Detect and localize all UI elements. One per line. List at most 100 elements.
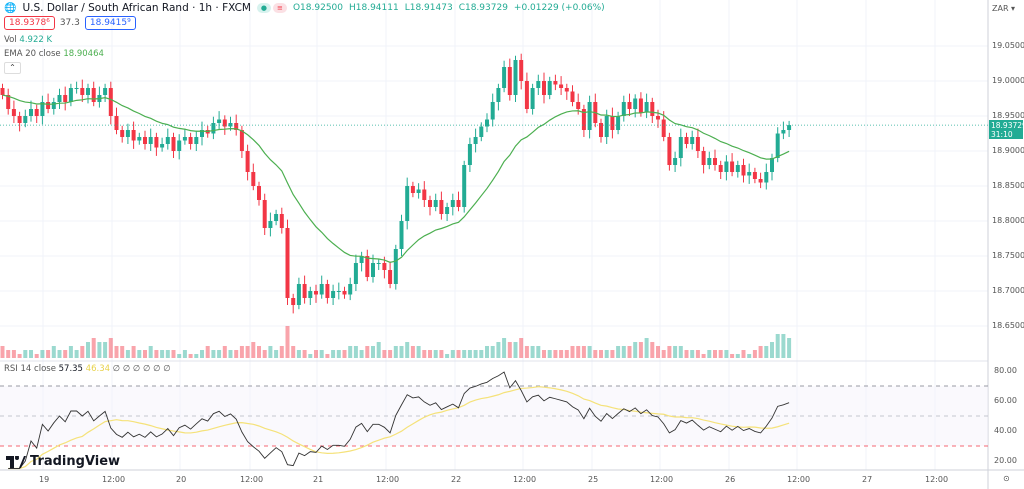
volume-bar [80, 346, 85, 358]
volume-bar [405, 342, 410, 358]
candle-body [194, 137, 199, 144]
market-status-icon[interactable]: ● [256, 3, 271, 13]
ema-label[interactable]: EMA 20 close [4, 49, 61, 59]
candle-body [86, 88, 90, 95]
candle-body [787, 125, 792, 130]
candle-body [314, 291, 318, 295]
sell-button[interactable]: 18.9378⁶ [4, 16, 55, 30]
candle-body [576, 102, 581, 109]
volume-bar [524, 346, 529, 358]
candle-body [542, 81, 546, 95]
volume-bar [553, 350, 558, 358]
volume-bar [143, 350, 147, 358]
candle-body [587, 102, 592, 130]
volume-bar [678, 346, 683, 358]
candle-body [467, 144, 472, 165]
candle-body [581, 109, 586, 130]
volume-bar [485, 346, 489, 358]
candle-body [211, 123, 216, 134]
volume-bar [428, 350, 432, 358]
tradingview-logo[interactable]: TradingView [6, 454, 120, 469]
volume-bar [29, 350, 33, 358]
candle-body [547, 81, 552, 95]
candle-body [29, 109, 33, 116]
rsi-label[interactable]: RSI 14 close [4, 364, 56, 374]
volume-bar [519, 338, 524, 358]
settings-icon[interactable]: ⊙ [1003, 474, 1010, 483]
candle-body [257, 186, 261, 200]
candle-body [114, 116, 119, 130]
candle-body [274, 214, 279, 221]
candle-body [148, 137, 153, 144]
volume-bar [775, 334, 780, 358]
collapse-legend-button[interactable]: ⌃ [4, 62, 21, 74]
volume-bar [684, 350, 689, 358]
candle-body [707, 158, 712, 165]
candle-body [695, 137, 700, 151]
candle-body [302, 284, 307, 298]
volume-bar [593, 350, 598, 358]
ema-value: 18.90464 [63, 49, 104, 59]
volume-bar [388, 350, 393, 358]
volume-bar [410, 346, 415, 358]
time-tick: 19 [39, 475, 50, 484]
vol-value: 4.922 K [19, 35, 53, 45]
candle-body [627, 102, 632, 109]
candle-body [530, 88, 535, 109]
volume-bar [513, 342, 518, 358]
buy-button[interactable]: 18.9415⁹ [84, 16, 136, 30]
candle-body [599, 123, 603, 137]
candle-body [80, 88, 85, 95]
volume-bar [570, 346, 575, 358]
volume-bar [479, 350, 484, 358]
candle-body [239, 130, 244, 151]
candle-body [718, 165, 723, 172]
candle-body [262, 200, 267, 228]
volume-bar [638, 342, 643, 358]
time-tick: 25 [588, 475, 599, 484]
time-tick: 12:00 [513, 475, 537, 484]
candle-body [234, 123, 239, 130]
candle-body [11, 109, 16, 116]
volume-bar [194, 354, 199, 358]
volume-bar [781, 334, 786, 358]
currency-selector[interactable]: ZAR ▾ [992, 4, 1016, 13]
volume-bar [205, 346, 210, 358]
volume-bar [650, 342, 655, 358]
candle-body [479, 126, 484, 137]
candle-body [758, 179, 763, 183]
volume-bar [137, 350, 142, 358]
volume-bar [23, 350, 28, 358]
candle-body [331, 291, 336, 298]
volume-bar [445, 354, 450, 358]
candle-body [747, 172, 752, 176]
volume-bar [120, 346, 125, 358]
candle-body [353, 263, 358, 284]
volume-bar [690, 350, 695, 358]
volume-bar [234, 350, 239, 358]
candle-body [502, 67, 507, 88]
symbol-title[interactable]: U.S. Dollar / South African Rand · 1h · … [22, 2, 251, 14]
volume-bar [302, 350, 307, 358]
volume-bar [610, 350, 615, 358]
volume-bar [91, 338, 96, 358]
time-tick: 22 [451, 475, 462, 484]
candle-body [17, 116, 22, 123]
candle-body [348, 284, 353, 295]
data-status-icon[interactable]: ≡ [272, 3, 287, 13]
volume-bar [576, 346, 581, 358]
volume-bar [667, 346, 672, 358]
volume-bar [6, 350, 11, 358]
candle-body [279, 214, 284, 228]
vol-label[interactable]: Vol [4, 35, 17, 45]
rsi-line [8, 371, 790, 469]
candle-body [519, 60, 524, 81]
volume-bar [507, 342, 512, 358]
candle-body [91, 88, 96, 102]
volume-bar [131, 346, 136, 358]
ohlc-close: C18.93729 [458, 3, 508, 13]
volume-bar [627, 346, 632, 358]
time-tick: 12:00 [787, 475, 811, 484]
volume-bar [735, 354, 740, 358]
